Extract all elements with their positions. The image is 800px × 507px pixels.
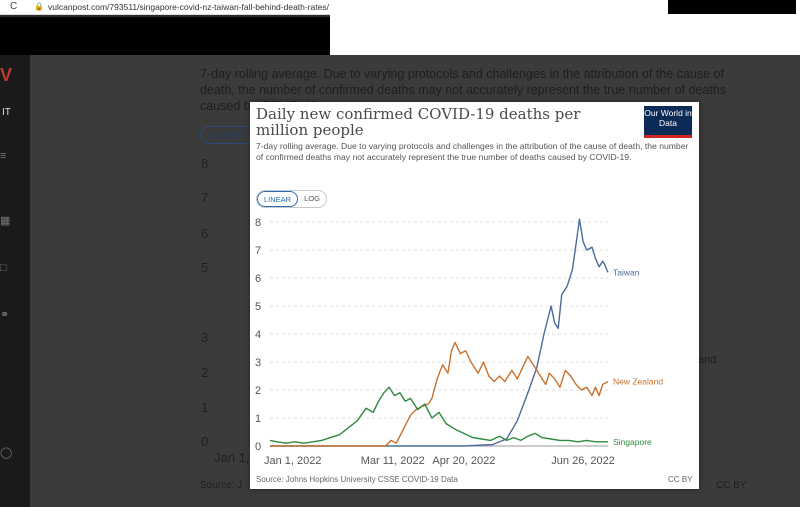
background-axis-tick: 0 (201, 434, 209, 449)
series-label: Singapore (613, 437, 652, 447)
reload-icon[interactable]: C (10, 1, 18, 12)
user-icon[interactable]: ◯ (0, 447, 13, 459)
y-tick-label: 8 (255, 217, 261, 229)
series-label: Taiwan (613, 267, 640, 277)
series-line-new-zealand (270, 341, 609, 447)
background-axis-tick: 5 (201, 260, 209, 275)
sidebar-label[interactable]: IT (2, 107, 11, 118)
y-tick-label: 0 (255, 441, 261, 453)
owid-logo[interactable]: Our World in Data (644, 106, 692, 138)
y-tick-label: 5 (255, 301, 261, 313)
site-logo-icon[interactable]: V (0, 65, 13, 85)
x-tick-label: Apr 20, 2022 (432, 455, 495, 467)
linear-toggle-button[interactable]: LINEAR (257, 191, 299, 207)
background-axis-tick: 8 (201, 156, 209, 171)
background-date-label: Jan 1, (214, 450, 250, 465)
chart-card: Daily new confirmed COVID-19 deaths per … (250, 102, 699, 489)
y-tick-label: 7 (255, 245, 261, 257)
background-axis-tick: 2 (201, 365, 209, 380)
y-tick-label: 6 (255, 273, 261, 285)
background-partial-label: and (698, 354, 717, 366)
series-line-taiwan (270, 218, 609, 447)
background-linear-toggle: LINEAR (200, 126, 254, 144)
scale-toggle: LINEAR LOG (256, 190, 327, 208)
lock-icon: 🔒 (34, 2, 44, 11)
background-license: CC BY (716, 480, 747, 491)
url-text[interactable]: vulcanpost.com/793511/singapore-covid-nz… (48, 2, 329, 12)
x-tick-label: Jan 1, 2022 (264, 455, 322, 467)
y-tick-label: 1 (255, 413, 261, 425)
bookmark-icon[interactable]: □ (0, 262, 7, 274)
y-tick-label: 3 (255, 357, 261, 369)
background-axis-tick: 6 (201, 226, 209, 241)
x-tick-label: Mar 11, 2022 (361, 455, 425, 467)
series-label: New Zealand (613, 377, 663, 387)
grid-icon[interactable]: ▦ (0, 215, 11, 227)
link-icon[interactable]: ⚭ (0, 309, 10, 321)
redacted-region (0, 17, 330, 55)
background-axis-tick: 1 (201, 400, 209, 415)
menu-icon[interactable]: ≡ (0, 150, 7, 162)
y-tick-label: 4 (255, 329, 261, 341)
background-source: Source: J (200, 480, 243, 491)
license-label[interactable]: CC BY (668, 475, 693, 484)
chart-source[interactable]: Source: Johns Hopkins University CSSE CO… (256, 475, 458, 484)
bookmarks-strip (330, 14, 800, 55)
site-sidebar (0, 55, 30, 507)
x-tick-label: Jun 26, 2022 (551, 455, 615, 467)
background-axis-tick: 3 (201, 330, 209, 345)
background-axis-tick: 7 (201, 190, 209, 205)
series-line-singapore (269, 386, 608, 444)
log-toggle-button[interactable]: LOG (304, 194, 320, 203)
chart-title: Daily new confirmed COVID-19 deaths per … (256, 105, 581, 139)
chart-subtitle: 7-day rolling average. Due to varying pr… (256, 141, 689, 163)
line-chart: 0 1 2 3 4 5 6 7 8 Jan 1, 2022 Mar 11, 2022 Apr 20, … (255, 217, 663, 467)
y-tick-label: 2 (255, 385, 261, 397)
